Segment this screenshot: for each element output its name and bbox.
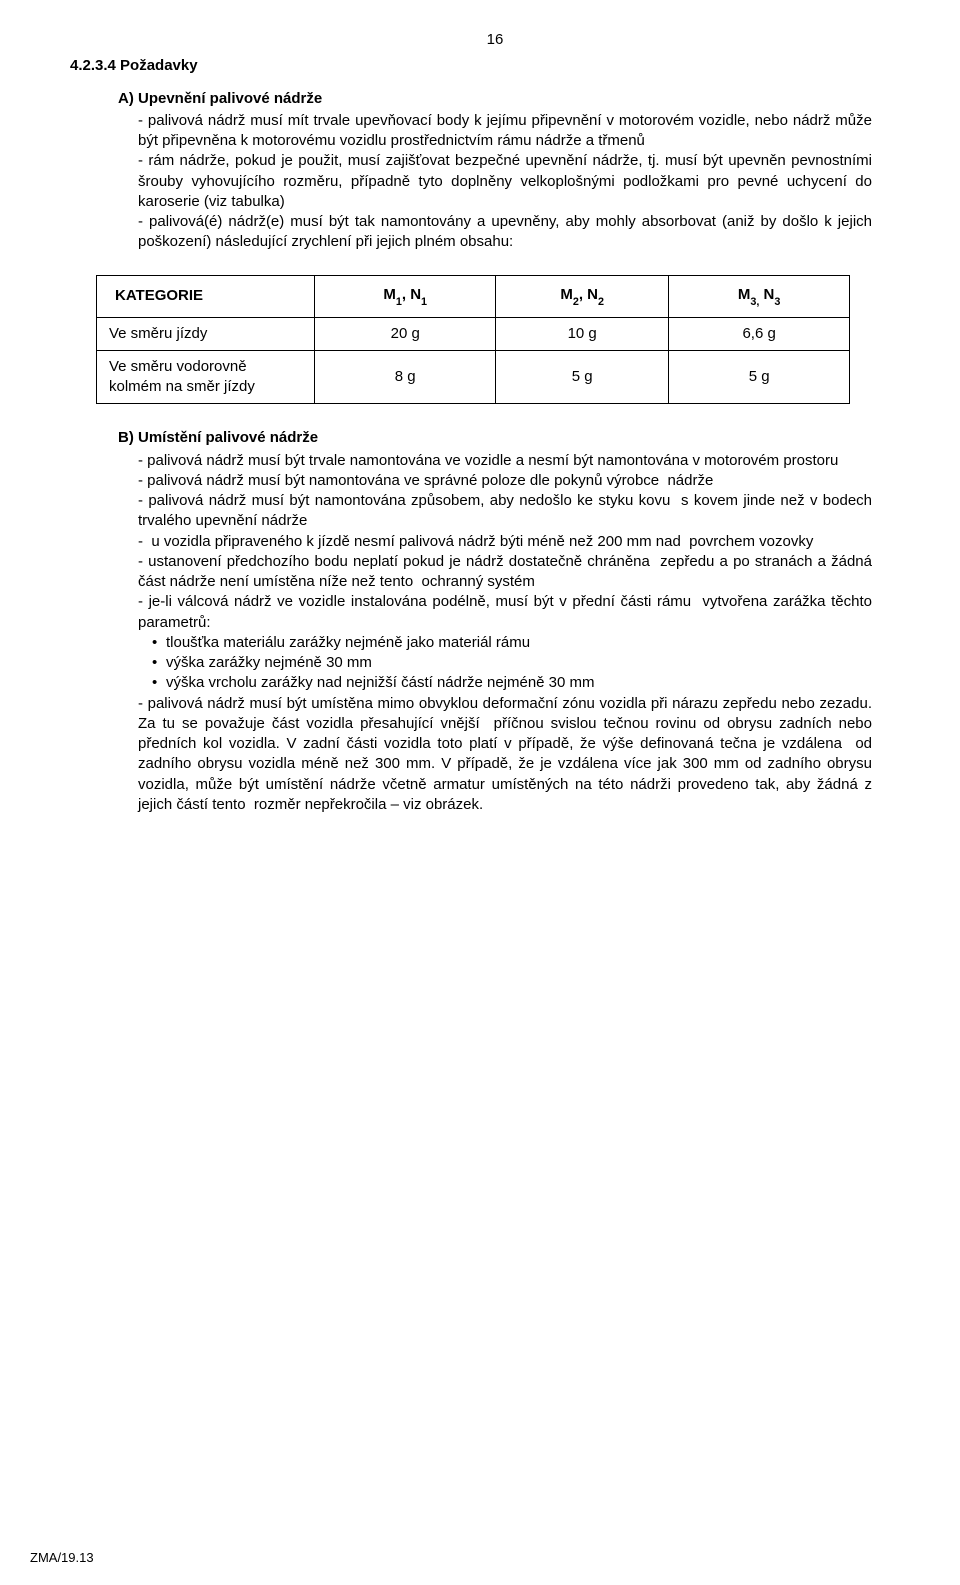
row2-c1: 8 g <box>315 350 496 404</box>
row1-c1: 20 g <box>315 317 496 350</box>
header-col1: M1, N1 <box>315 275 496 317</box>
list-item: výška vrcholu zarážky nad nejnižší částí… <box>152 673 872 693</box>
row2-label: Ve směru vodorovně kolmém na směr jízdy <box>97 350 315 404</box>
list-item: tloušťka materiálu zarážky nejméně jako … <box>152 633 872 653</box>
page-number: 16 <box>118 30 872 50</box>
row1-c3: 6,6 g <box>669 317 850 350</box>
row2-c3: 5 g <box>669 350 850 404</box>
section-b-heading: B) Umístění palivové nádrže <box>118 428 872 448</box>
section-heading: 4.2.3.4 Požadavky <box>70 56 872 76</box>
table-row: Ve směru jízdy 20 g 10 g 6,6 g <box>97 317 850 350</box>
category-table: KATEGORIE M1, N1 M2, N2 M3, N3 Ve směru … <box>96 275 850 405</box>
section-a-heading: A) Upevnění palivové nádrže <box>118 89 872 109</box>
header-col2: M2, N2 <box>496 275 669 317</box>
footer: ZMA/19.13 <box>30 1549 94 1567</box>
table-header-row: KATEGORIE M1, N1 M2, N2 M3, N3 <box>97 275 850 317</box>
row1-c2: 10 g <box>496 317 669 350</box>
header-category: KATEGORIE <box>97 275 315 317</box>
bullet-list: tloušťka materiálu zarážky nejméně jako … <box>138 633 872 694</box>
list-item: výška zarážky nejméně 30 mm <box>152 653 872 673</box>
section-b-text-before: - palivová nádrž musí být trvale namonto… <box>138 451 872 633</box>
row2-c2: 5 g <box>496 350 669 404</box>
table-row: Ve směru vodorovně kolmém na směr jízdy … <box>97 350 850 404</box>
section-a-text: - palivová nádrž musí mít trvale upevňov… <box>138 111 872 253</box>
row1-label: Ve směru jízdy <box>97 317 315 350</box>
header-col3: M3, N3 <box>669 275 850 317</box>
section-b-text-after: - palivová nádrž musí být umístěna mimo … <box>138 694 872 816</box>
